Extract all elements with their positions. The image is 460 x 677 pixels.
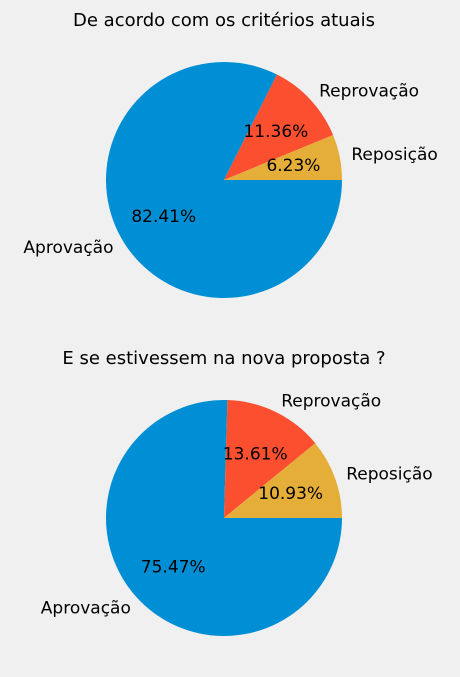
percent-label-aprovacao: 82.41% bbox=[131, 207, 196, 227]
chart-title: De acordo com os critérios atuais bbox=[73, 10, 375, 31]
category-label-reprovacao: Reprovação bbox=[319, 82, 419, 102]
percent-label-aprovacao: 75.47% bbox=[141, 557, 206, 577]
slice-reprovacao bbox=[224, 74, 334, 180]
percent-label-reposicao: 10.93% bbox=[258, 484, 323, 504]
category-label-aprovacao: Aprovação bbox=[41, 598, 131, 618]
category-label-reprovacao: Reprovação bbox=[281, 391, 381, 411]
category-label-aprovacao: Aprovação bbox=[23, 238, 113, 258]
slice-reposicao bbox=[224, 134, 342, 180]
chart-title: E se estivessem na nova proposta ? bbox=[62, 348, 385, 369]
slice-reprovacao bbox=[224, 400, 316, 518]
percent-label-reprovacao: 11.36% bbox=[243, 122, 308, 142]
percent-label-reposicao: 6.23% bbox=[266, 156, 320, 176]
category-label-reposicao: Reposição bbox=[351, 145, 437, 165]
pie-chart-new-proposal: E se estivessem na nova proposta ? Aprov… bbox=[41, 348, 433, 637]
pie-chart-current-criteria: De acordo com os critérios atuais Aprova… bbox=[23, 10, 438, 298]
percent-label-reprovacao: 13.61% bbox=[223, 444, 288, 464]
slice-aprovacao bbox=[105, 61, 342, 298]
slice-reposicao bbox=[224, 443, 342, 518]
category-label-reposicao: Reposição bbox=[346, 464, 432, 484]
